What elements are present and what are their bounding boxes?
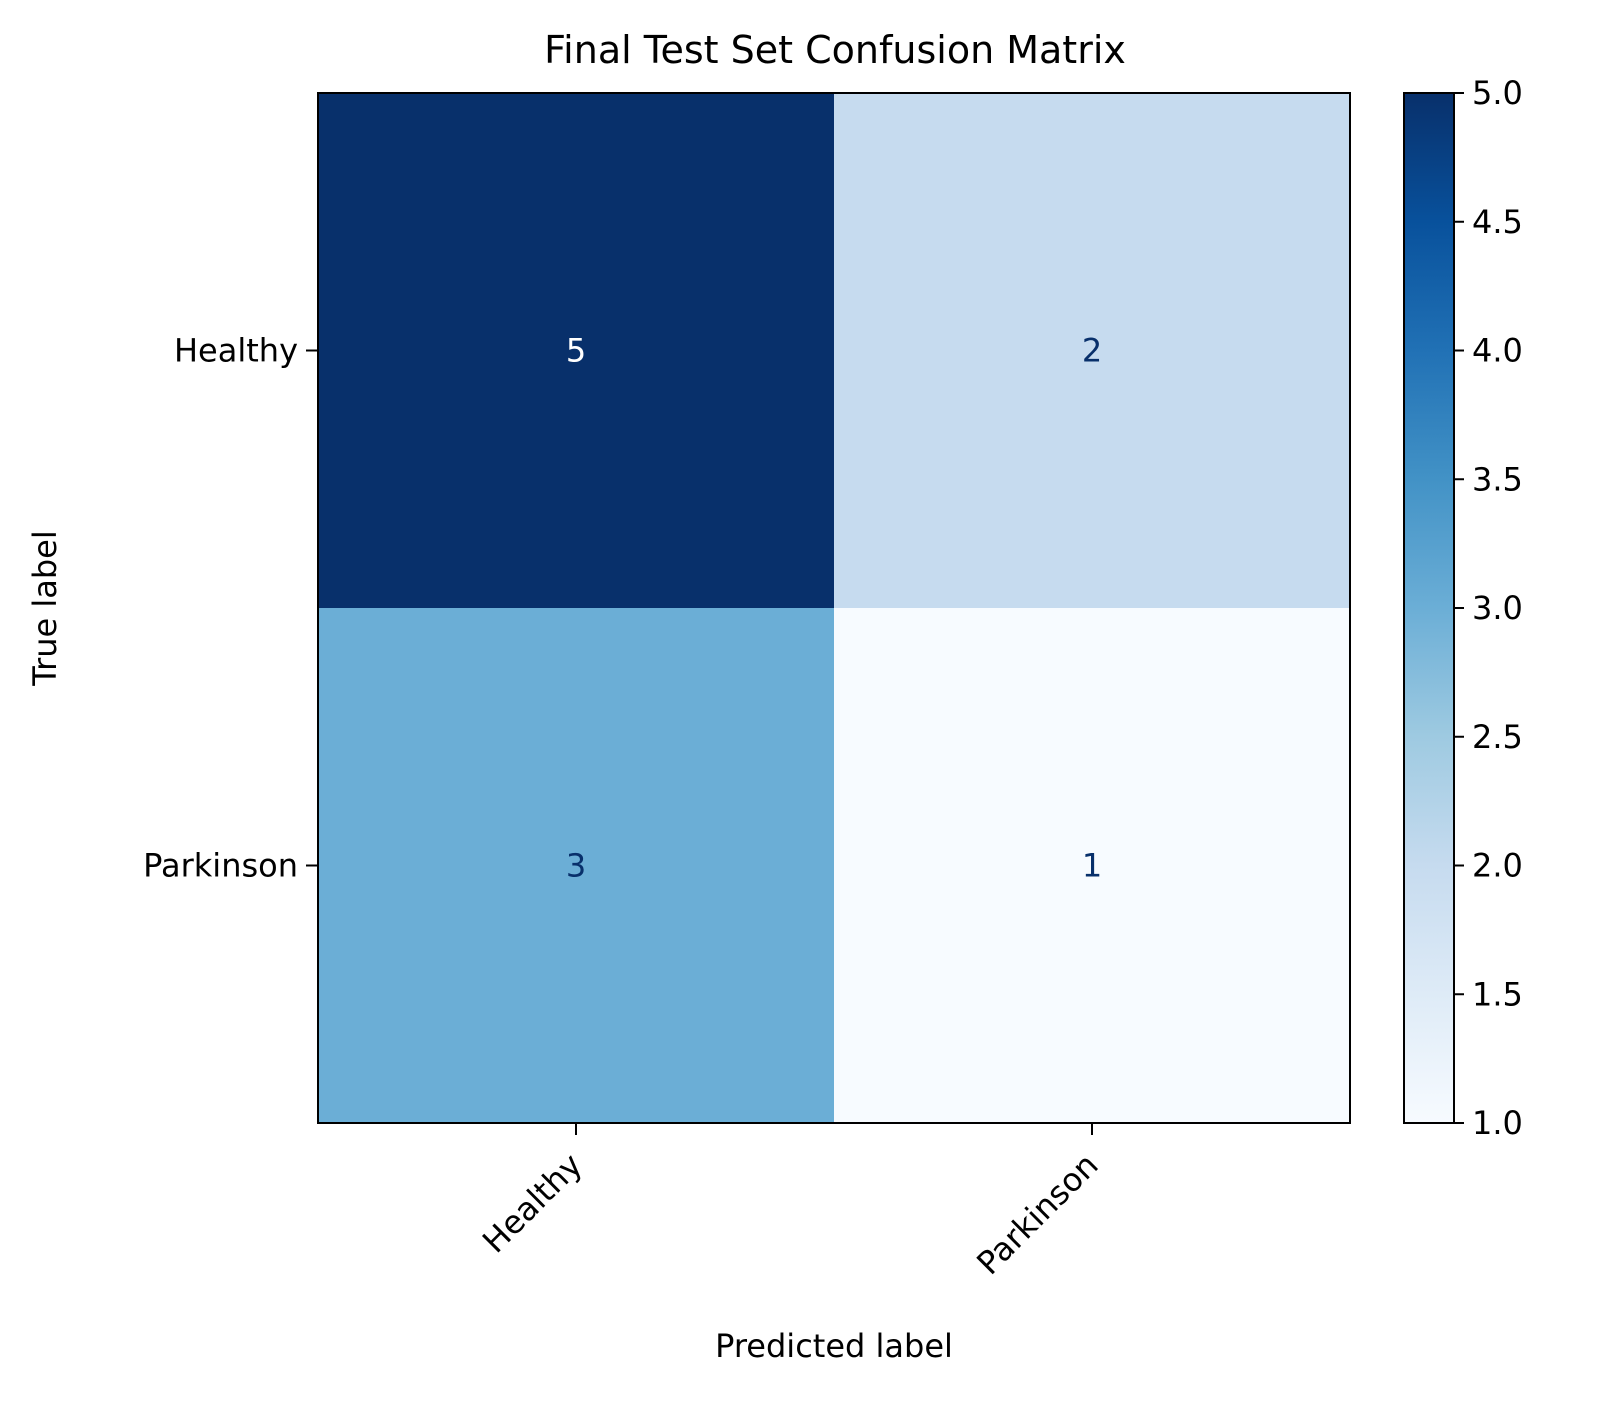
colorbar-tick-label: 3.0	[1472, 589, 1523, 627]
colorbar-tick-label: 4.0	[1472, 332, 1523, 370]
matrix-cell	[834, 93, 1351, 609]
y-axis-ticks: Healthy Parkinson	[143, 332, 318, 885]
colorbar-tick-label: 4.5	[1472, 203, 1523, 241]
colorbar-tick-label: 5.0	[1472, 74, 1523, 112]
x-axis-label: Predicted label	[715, 1327, 953, 1365]
matrix-cell	[834, 608, 1351, 1124]
y-axis-label: True label	[26, 530, 64, 687]
colorbar-tick-label: 3.5	[1472, 460, 1523, 498]
colorbar	[1403, 92, 1455, 1124]
colorbar-tick-label: 1.5	[1472, 975, 1523, 1013]
cell-value: 3	[566, 847, 586, 885]
colorbar-ticks: 1.0 1.5 2.0 2.5 3.0 3.5 4.0 4.5 5.0	[1454, 74, 1523, 1142]
colorbar-tick-label: 2.5	[1472, 718, 1523, 756]
x-axis-ticks: Healthy Parkinson	[475, 1123, 1106, 1282]
y-tick-label: Healthy	[174, 332, 298, 370]
matrix-cell	[318, 608, 835, 1124]
chart-title: Final Test Set Confusion Matrix	[544, 28, 1126, 72]
cell-value: 5	[566, 332, 586, 370]
cell-value-labels: 5 2 3 1	[566, 332, 1102, 885]
matrix-cell	[318, 93, 835, 609]
cell-value: 2	[1082, 332, 1102, 370]
matrix-cells	[318, 93, 1351, 1124]
y-tick-label: Parkinson	[143, 847, 298, 885]
colorbar-tick-label: 2.0	[1472, 847, 1523, 885]
colorbar-tick-label: 1.0	[1472, 1104, 1523, 1142]
cell-value: 1	[1082, 847, 1102, 885]
plot-frame	[317, 92, 1351, 1124]
x-tick-label: Parkinson	[969, 1146, 1105, 1282]
x-tick-label: Healthy	[475, 1146, 590, 1261]
